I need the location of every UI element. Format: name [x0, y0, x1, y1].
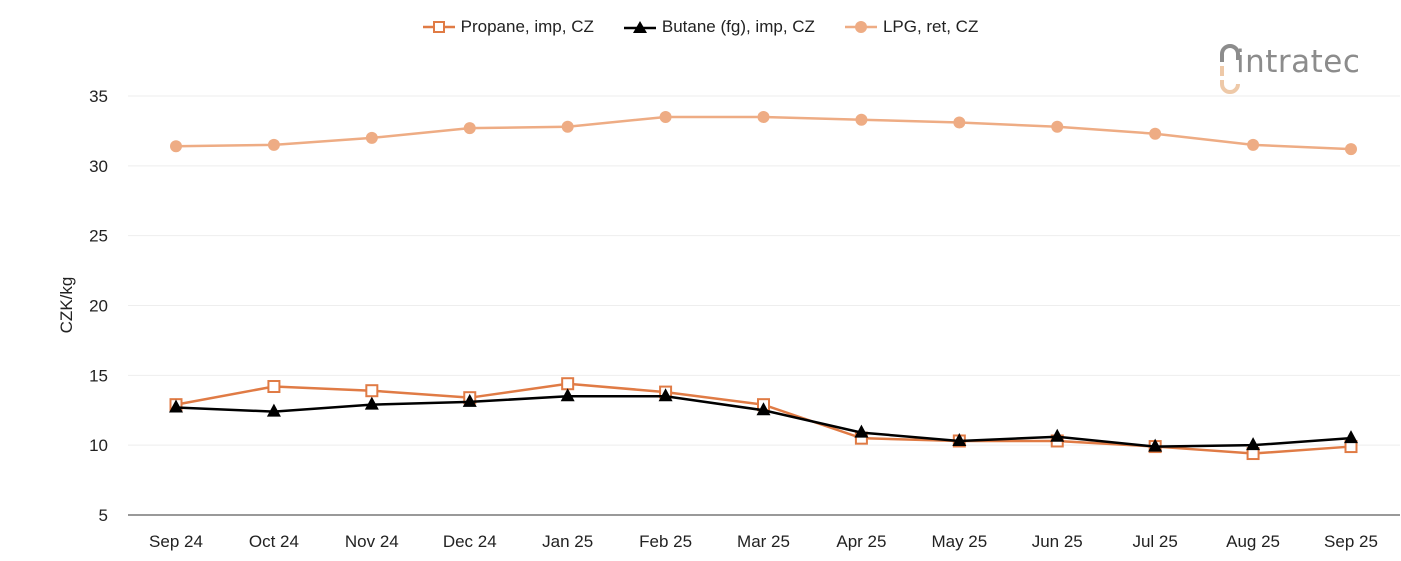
- intratec-logo: intratec: [1220, 44, 1360, 94]
- data-point: [1050, 428, 1065, 442]
- x-tick-label: Dec 24: [443, 532, 497, 551]
- data-point: [1247, 138, 1260, 151]
- legend-item-propane[interactable]: Propane, imp, CZ: [422, 17, 594, 37]
- data-point: [1149, 127, 1162, 140]
- x-tick-label: Sep 24: [149, 532, 203, 551]
- x-tick-label: Feb 25: [639, 532, 692, 551]
- triangle-marker-icon: [623, 21, 656, 33]
- x-tick-label: Nov 24: [345, 532, 399, 551]
- legend-label: Propane, imp, CZ: [460, 17, 594, 36]
- legend-item-lpg[interactable]: LPG, ret, CZ: [844, 17, 979, 37]
- data-point: [267, 138, 280, 151]
- series-line-0: [175, 382, 1352, 455]
- data-point: [266, 403, 281, 417]
- square-marker-icon: [422, 21, 455, 33]
- y-tick-label: 10: [89, 436, 108, 455]
- y-tick-label: 30: [89, 157, 108, 176]
- data-point: [463, 122, 476, 135]
- data-point: [267, 380, 281, 394]
- x-tick-label: Oct 24: [249, 532, 299, 551]
- data-point: [1148, 438, 1163, 452]
- legend-label: LPG, ret, CZ: [882, 17, 979, 36]
- y-tick-label: 20: [89, 297, 108, 316]
- data-point: [561, 120, 574, 133]
- data-point: [953, 116, 966, 129]
- x-tick-label: Aug 25: [1226, 532, 1280, 551]
- data-point: [854, 424, 869, 438]
- y-axis-label: CZK/kg: [57, 277, 76, 334]
- legend-label: Butane (fg), imp, CZ: [661, 17, 815, 36]
- circle-marker-icon: [844, 21, 877, 33]
- data-point: [952, 432, 967, 446]
- x-tick-label: Jul 25: [1132, 532, 1177, 551]
- data-point: [560, 388, 575, 402]
- data-point: [170, 140, 182, 153]
- data-point: [855, 113, 868, 126]
- legend-item-butane[interactable]: Butane (fg), imp, CZ: [623, 17, 815, 37]
- x-tick-label: Sep 25: [1324, 532, 1378, 551]
- data-point: [756, 402, 771, 416]
- y-tick-label: 5: [99, 506, 108, 525]
- x-tick-label: Jun 25: [1032, 532, 1083, 551]
- data-point: [365, 384, 379, 398]
- data-point: [365, 131, 378, 144]
- y-tick-label: 35: [89, 87, 108, 106]
- data-point: [364, 396, 379, 410]
- y-tick-label: 25: [89, 227, 108, 246]
- data-point: [561, 377, 575, 391]
- x-tick-label: May 25: [931, 532, 987, 551]
- x-tick-label: Apr 25: [836, 532, 886, 551]
- data-point: [1344, 430, 1358, 444]
- data-point: [658, 388, 673, 402]
- y-tick-label: 15: [89, 366, 108, 385]
- legend: Propane, imp, CZ Butane (fg), imp, CZ LP…: [0, 17, 1401, 37]
- logo-mark-icon: [1220, 44, 1240, 94]
- data-point: [1345, 143, 1357, 156]
- data-point: [169, 399, 183, 413]
- data-point: [757, 110, 770, 123]
- x-tick-label: Jan 25: [542, 532, 593, 551]
- data-point: [659, 110, 672, 123]
- x-tick-label: Mar 25: [737, 532, 790, 551]
- data-point: [462, 393, 477, 407]
- data-point: [1246, 437, 1261, 451]
- data-point: [1051, 120, 1064, 133]
